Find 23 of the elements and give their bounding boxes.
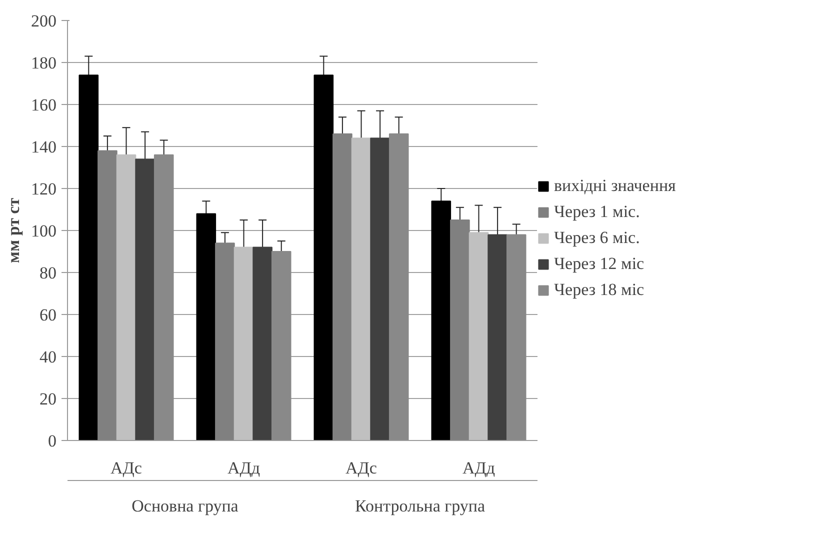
y-tick-label: 120 xyxy=(31,180,56,198)
y-tick-label: 20 xyxy=(40,390,56,408)
y-tick-label: 80 xyxy=(40,264,56,282)
y-tick-label: 160 xyxy=(31,96,56,114)
y-tick-label: 140 xyxy=(31,138,56,156)
x-tick-label: АДд xyxy=(462,458,496,478)
legend-label: Через 18 міс xyxy=(554,280,644,300)
x-tick-label: АДд xyxy=(227,458,260,478)
text: Контрольна група xyxy=(354,496,486,516)
legend-label: Через 6 міс. xyxy=(554,228,640,248)
y-tick-label: 60 xyxy=(40,306,56,324)
legend-label: вихідні значення xyxy=(554,176,676,196)
legend-label: Через 12 міс xyxy=(554,254,644,274)
legend-label: Через 1 міс. xyxy=(554,202,640,222)
x-tick-label: АДс xyxy=(110,458,142,478)
y-axis-title: мм рт ст xyxy=(4,197,23,264)
y-tick-label: 0 xyxy=(48,432,56,450)
y-tick-label: 100 xyxy=(31,222,56,240)
y-tick-label: 200 xyxy=(31,12,56,30)
x-tick-label: АДс xyxy=(346,458,378,478)
text: Основна група xyxy=(132,496,239,516)
y-tick-label: 40 xyxy=(40,348,56,366)
y-tick-label: 180 xyxy=(31,54,56,72)
